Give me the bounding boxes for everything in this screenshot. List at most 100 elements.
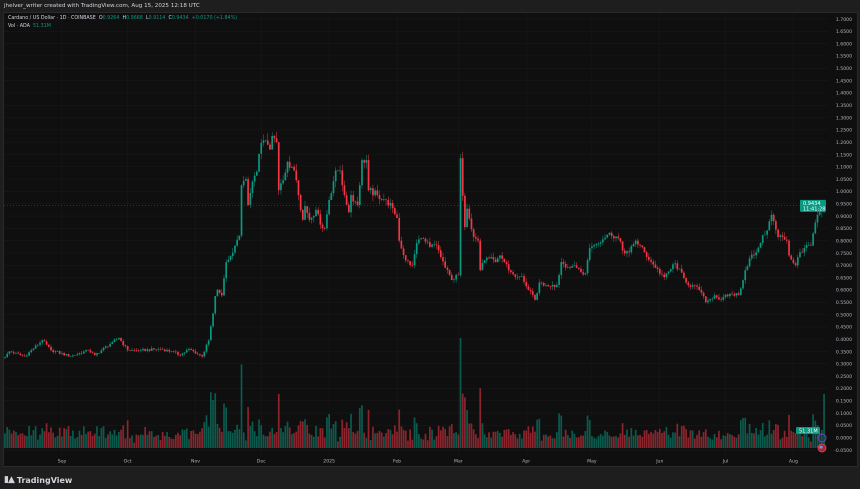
candle[interactable] [429,237,431,248]
candle[interactable] [801,248,804,253]
candle[interactable] [277,141,280,195]
candle[interactable] [282,175,284,186]
candle[interactable] [21,353,24,357]
candle[interactable] [680,264,683,273]
candle[interactable] [654,260,657,269]
candle[interactable] [415,239,418,259]
candle[interactable] [569,266,571,270]
candle[interactable] [422,236,425,240]
candle[interactable] [135,348,138,353]
candle[interactable] [332,175,335,197]
candle[interactable] [234,245,236,255]
candle[interactable] [210,324,212,341]
candle[interactable] [385,198,387,206]
candle[interactable] [742,279,744,290]
candle[interactable] [98,352,101,354]
candle[interactable] [588,243,591,263]
candle[interactable] [218,289,221,295]
candle[interactable] [634,239,637,248]
candle[interactable] [729,293,731,299]
candle[interactable] [337,170,339,172]
candle[interactable] [582,268,585,277]
candle[interactable] [372,184,374,202]
candle[interactable] [15,352,17,355]
candle[interactable] [400,236,403,250]
candle[interactable] [724,294,727,300]
candle[interactable] [503,258,506,263]
candle[interactable] [652,259,655,269]
candle[interactable] [19,352,22,356]
candle[interactable] [161,347,164,350]
candle[interactable] [229,255,232,262]
candle[interactable] [284,169,287,181]
candle[interactable] [104,345,107,350]
candle[interactable] [707,297,709,305]
candle[interactable] [722,293,725,302]
candle[interactable] [63,351,65,357]
candle[interactable] [689,283,692,290]
candle[interactable] [380,198,383,202]
candle[interactable] [315,206,317,217]
candle[interactable] [512,269,514,276]
candle[interactable] [65,353,68,356]
candle[interactable] [520,272,523,277]
candle[interactable] [761,234,764,246]
candle[interactable] [612,234,615,242]
candle[interactable] [435,240,438,250]
candle[interactable] [54,349,57,354]
candle[interactable] [323,226,326,231]
candle[interactable] [133,348,136,352]
candle[interactable] [777,228,779,240]
candle[interactable] [807,241,810,246]
candle[interactable] [781,231,784,241]
candle[interactable] [347,201,350,213]
candle[interactable] [74,355,76,356]
candle[interactable] [155,349,157,352]
candle[interactable] [293,164,295,172]
candle[interactable] [245,176,247,181]
candle[interactable] [409,260,411,268]
candle[interactable] [674,259,676,269]
candle[interactable] [404,255,407,263]
candle[interactable] [534,294,536,301]
candle[interactable] [181,352,184,357]
candle[interactable] [413,249,416,269]
candle[interactable] [26,353,28,358]
candle[interactable] [301,208,304,222]
candle[interactable] [790,254,793,260]
candle[interactable] [87,349,90,351]
candle[interactable] [702,291,705,299]
candle[interactable] [718,293,720,301]
candle[interactable] [678,268,681,270]
candle[interactable] [183,352,186,356]
candle[interactable] [144,348,147,352]
candle[interactable] [418,235,420,246]
candle[interactable] [321,222,324,233]
candle[interactable] [85,349,87,353]
candle[interactable] [205,343,208,354]
candle[interactable] [6,351,9,358]
candle[interactable] [656,265,659,273]
candle[interactable] [369,186,372,194]
candle[interactable] [676,260,679,272]
candle[interactable] [698,283,701,291]
candle[interactable] [577,267,580,271]
candle[interactable] [420,237,422,240]
candle[interactable] [632,241,635,247]
chart-pane[interactable] [3,12,858,467]
candle[interactable] [720,296,722,302]
candle[interactable] [220,289,223,298]
candle[interactable] [788,239,790,258]
candle[interactable] [111,340,114,345]
candle[interactable] [799,248,801,259]
candle[interactable] [518,276,521,280]
candle[interactable] [485,256,488,264]
volume-label[interactable]: Vol · ADA [8,24,30,29]
candle[interactable] [566,263,569,269]
candle[interactable] [251,180,254,199]
candle[interactable] [199,353,201,357]
candle[interactable] [170,351,173,353]
candle[interactable] [461,151,464,201]
candle[interactable] [759,242,762,249]
candle[interactable] [542,281,545,287]
